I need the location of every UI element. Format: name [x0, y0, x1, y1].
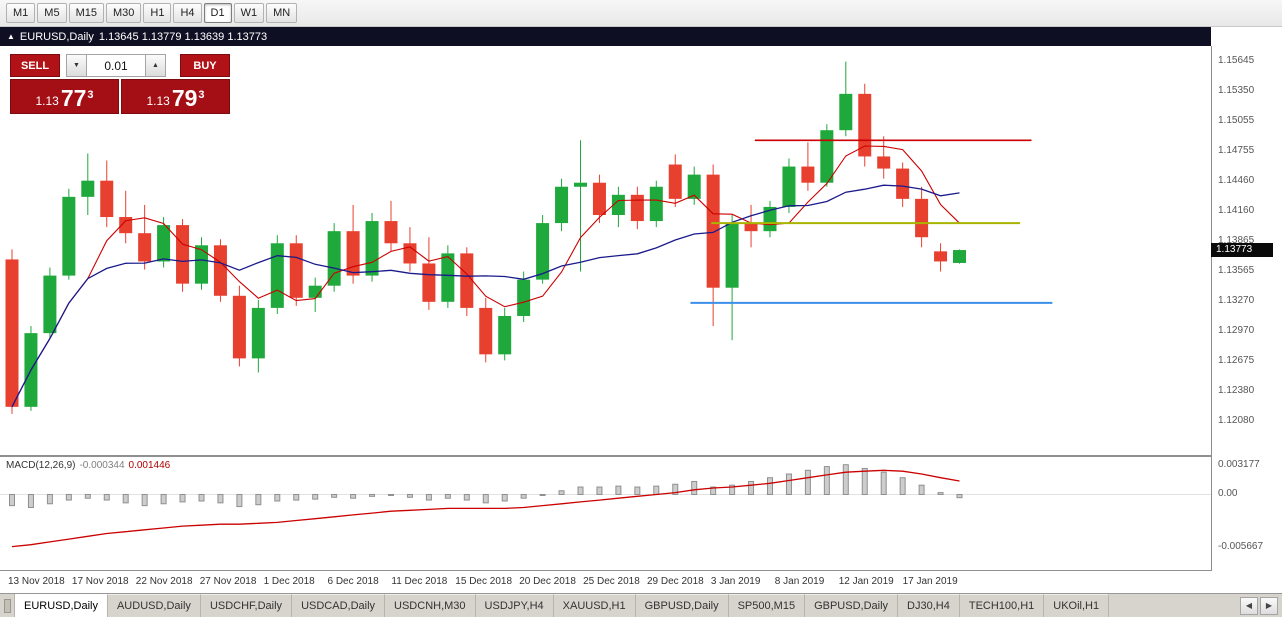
chart-tab-tech100-h1[interactable]: TECH100,H1: [959, 594, 1045, 617]
price-tick-label: 1.15350: [1218, 84, 1255, 96]
timeframe-button-w1[interactable]: W1: [233, 3, 265, 23]
bid-pip-digit: 3: [87, 89, 94, 101]
price-tick-label: 1.12080: [1218, 414, 1255, 426]
date-tick-label: 25 Dec 2018: [583, 576, 640, 587]
macd-tick-label: 0.00: [1218, 488, 1238, 500]
timeframe-button-m5[interactable]: M5: [37, 3, 67, 23]
timeframe-button-m15[interactable]: M15: [68, 3, 104, 23]
macd-indicator-label: MACD(12,26,9) -0.000344 0.001446: [6, 460, 170, 471]
price-tick-label: 1.14160: [1218, 204, 1255, 216]
lot-increase-button[interactable]: ▲: [145, 54, 166, 77]
price-tick-label: 1.13270: [1218, 294, 1255, 306]
buy-button[interactable]: BUY: [180, 54, 230, 77]
date-tick-label: 3 Jan 2019: [710, 576, 761, 587]
date-tick-label: 20 Dec 2018: [519, 576, 576, 587]
timeframe-button-m30[interactable]: M30: [105, 3, 142, 23]
date-tick-label: 17 Nov 2018: [71, 576, 129, 587]
chart-tab-dj30-h4[interactable]: DJ30,H4: [898, 594, 960, 617]
lot-size-input[interactable]: [87, 54, 145, 77]
price-tick-label: 1.14460: [1218, 174, 1255, 186]
ask-price-display[interactable]: 1.13 79 3: [121, 79, 230, 114]
price-tick-label: 1.12675: [1218, 354, 1255, 366]
lot-decrease-button[interactable]: ▼: [66, 54, 87, 77]
tabs-container: EURUSD,Daily AUDUSD,Daily USDCHF,Daily USDC…: [15, 594, 1110, 617]
sell-button[interactable]: SELL: [10, 54, 60, 77]
date-axis[interactable]: 13 Nov 2018 17 Nov 2018 22 Nov 2018 27 Nov …: [0, 571, 1282, 593]
chart-tab-audusd-daily[interactable]: AUDUSD,Daily: [107, 594, 201, 617]
chart-tab-usdjpy-h4[interactable]: USDJPY,H4: [475, 594, 554, 617]
date-tick-label: 1 Dec 2018: [263, 576, 315, 587]
macd-name: MACD(12,26,9): [6, 460, 76, 471]
chart-tab-usdcnh-m30[interactable]: USDCNH,M30: [385, 594, 476, 617]
date-tick-label: 12 Jan 2019: [838, 576, 894, 587]
macd-indicator-pane[interactable]: MACD(12,26,9) -0.000344 0.001446: [0, 457, 1211, 570]
date-tick-label: 8 Jan 2019: [774, 576, 825, 587]
chart-tab-xauusd-h1[interactable]: XAUUSD,H1: [553, 594, 636, 617]
one-click-trade-panel: SELL ▼ ▲ BUY 1.13 77 3 1.13 79 3: [10, 54, 230, 114]
ask-pip-digit: 3: [198, 89, 205, 101]
date-tick-label: 27 Nov 2018: [199, 576, 257, 587]
main-chart-pane[interactable]: SELL ▼ ▲ BUY 1.13 77 3 1.13 79 3: [0, 46, 1211, 455]
pane-divider-bottom[interactable]: [0, 570, 1282, 571]
price-tick-label: 1.15645: [1218, 55, 1255, 67]
chart-tab-eurusd-daily[interactable]: EURUSD,Daily: [15, 594, 108, 617]
chart-tab-usdchf-daily[interactable]: USDCHF,Daily: [200, 594, 293, 617]
ma-slow-line[interactable]: [11, 184, 960, 408]
charts-list-icon[interactable]: [0, 594, 15, 617]
price-tick-label: 1.13565: [1218, 265, 1255, 277]
chart-title-symbol: EURUSD,Daily: [19, 30, 94, 43]
chart-window-icon: ▲: [7, 31, 15, 41]
macd-signal-line: [11, 469, 960, 548]
date-tick-label: 6 Dec 2018: [327, 576, 379, 587]
price-tick-label: 1.12970: [1218, 325, 1255, 337]
timeframe-button-mn[interactable]: MN: [266, 3, 298, 23]
timeframe-button-h1[interactable]: H1: [143, 3, 172, 23]
timeframe-button-h4[interactable]: H4: [173, 3, 202, 23]
chart-tab-bar: EURUSD,Daily AUDUSD,Daily USDCHF,Daily USDC…: [0, 593, 1282, 617]
date-tick-label: 13 Nov 2018: [8, 576, 65, 587]
macd-tick-label: 0.003177: [1218, 458, 1260, 470]
bid-price-display[interactable]: 1.13 77 3: [10, 79, 119, 114]
macd-canvas[interactable]: [0, 457, 1211, 570]
timeframe-toolbar: M1 M5 M15 M30 H1 H4 D1 W1 MN: [0, 0, 1282, 27]
chart-title-bar: ▲ EURUSD,Daily 1.13645 1.13779 1.13639 1…: [0, 27, 1211, 46]
price-tick-label: 1.15055: [1218, 114, 1255, 126]
macd-tick-label: -0.005667: [1218, 541, 1264, 553]
chart-title-ohlc: 1.13645 1.13779 1.13639 1.13773: [98, 30, 268, 43]
price-tick-label: 1.13865: [1218, 234, 1255, 246]
macd-value: -0.000344: [79, 460, 125, 471]
ask-big-digits: 79: [171, 85, 198, 111]
date-tick-label: 17 Jan 2019: [902, 576, 958, 587]
pane-divider-top[interactable]: [0, 455, 1282, 457]
tab-scroll-right-button[interactable]: ▶: [1260, 596, 1278, 615]
macd-signal-value: 0.001446: [128, 460, 171, 471]
tab-scroll-arrows: ◀ ▶: [1240, 594, 1282, 617]
lot-size-stepper: ▼ ▲: [66, 54, 166, 77]
price-tick-label: 1.12380: [1218, 384, 1255, 396]
macd-histogram: [9, 464, 963, 509]
chart-tab-gbpusd-daily[interactable]: GBPUSD,Daily: [805, 594, 899, 617]
date-tick-label: 22 Nov 2018: [135, 576, 193, 587]
ma-fast-line[interactable]: [11, 145, 960, 408]
bid-big-digits: 77: [60, 85, 87, 111]
main-chart-canvas[interactable]: [0, 46, 1211, 455]
candlesticks[interactable]: [5, 61, 967, 414]
timeframe-button-m1[interactable]: M1: [6, 3, 36, 23]
price-tick-label: 1.14755: [1218, 144, 1255, 156]
bid-prefix: 1.13: [35, 94, 59, 109]
chart-tab-gbpusd-daily[interactable]: GBPUSD,Daily: [635, 594, 729, 617]
timeframe-button-d1[interactable]: D1: [203, 3, 232, 23]
date-tick-label: 11 Dec 2018: [391, 576, 448, 587]
chart-tab-ukoil-h1[interactable]: UKOil,H1: [1044, 594, 1110, 617]
price-scale[interactable]: 1.15645 1.15350 1.15055 1.14755 1.14460 1.141…: [1211, 46, 1282, 571]
ask-prefix: 1.13: [146, 94, 170, 109]
chart-tab-sp500-m15[interactable]: SP500,M15: [728, 594, 806, 617]
chart-tab-usdcad-daily[interactable]: USDCAD,Daily: [292, 594, 386, 617]
date-tick-label: 15 Dec 2018: [455, 576, 513, 587]
tab-scroll-left-button[interactable]: ◀: [1240, 596, 1258, 615]
date-tick-label: 29 Dec 2018: [647, 576, 704, 587]
current-price-tag: 1.13773: [1211, 243, 1273, 258]
